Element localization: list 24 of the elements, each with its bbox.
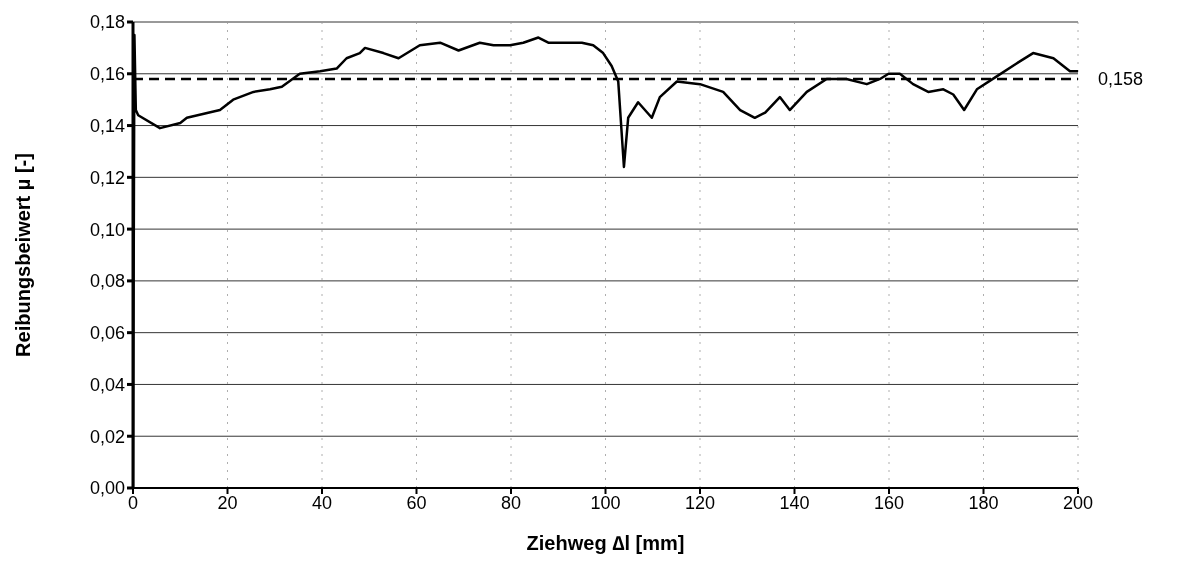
x-tick-label: 160 xyxy=(873,492,905,513)
y-tick-label: 0,16 xyxy=(89,64,125,85)
x-tick-label: 40 xyxy=(311,492,333,513)
x-tick-label: 20 xyxy=(217,492,238,513)
y-tick-label: 0,18 xyxy=(89,12,125,33)
y-tick-label: 0,14 xyxy=(89,115,125,136)
x-tick-label: 0 xyxy=(127,492,139,513)
y-axis-title: Reibungsbeiwert µ [-] xyxy=(12,153,35,357)
y-tick-label: 0,04 xyxy=(89,374,125,395)
x-tick-label: 200 xyxy=(1062,492,1094,513)
ref-line-label: 0,158 xyxy=(1098,68,1144,89)
x-tick-label: 140 xyxy=(779,492,810,513)
y-tick-label: 0,06 xyxy=(89,323,125,344)
x-tick-label: 180 xyxy=(968,492,999,513)
x-tick-label: 60 xyxy=(406,492,427,513)
y-tick-label: 0,12 xyxy=(89,167,125,188)
x-axis-title: Ziehweg ∆l [mm] xyxy=(526,532,685,554)
x-tick-label: 100 xyxy=(590,492,621,513)
y-tick-label: 0,02 xyxy=(89,426,125,447)
x-tick-label: 120 xyxy=(684,492,716,513)
x-tick-label: 80 xyxy=(500,492,522,513)
y-tick-label: 0,00 xyxy=(89,478,125,499)
y-tick-label: 0,10 xyxy=(89,219,125,240)
y-tick-label: 0,08 xyxy=(89,271,125,292)
